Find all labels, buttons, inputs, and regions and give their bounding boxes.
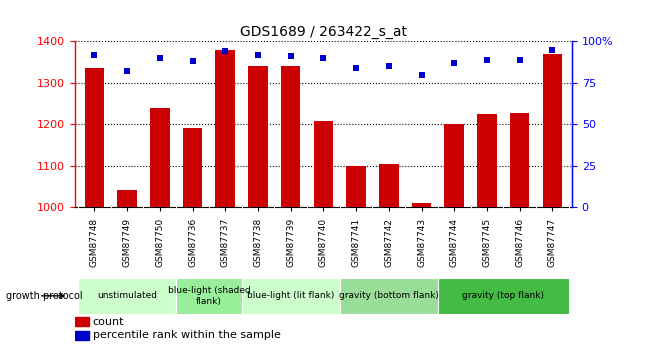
Bar bbox=[313, 121, 333, 207]
Bar bbox=[75, 317, 89, 326]
Text: GSM87750: GSM87750 bbox=[155, 218, 164, 267]
Bar bbox=[346, 166, 366, 207]
Bar bbox=[215, 50, 235, 207]
Text: GSM87749: GSM87749 bbox=[123, 218, 131, 267]
FancyBboxPatch shape bbox=[176, 278, 242, 314]
Text: GSM87741: GSM87741 bbox=[352, 218, 361, 267]
FancyBboxPatch shape bbox=[340, 278, 438, 314]
Bar bbox=[84, 68, 104, 207]
Text: growth protocol: growth protocol bbox=[6, 291, 83, 301]
Bar bbox=[379, 164, 398, 207]
Text: GSM87742: GSM87742 bbox=[384, 218, 393, 267]
Bar bbox=[543, 54, 562, 207]
Bar bbox=[117, 190, 137, 207]
Bar bbox=[150, 108, 170, 207]
FancyBboxPatch shape bbox=[242, 278, 340, 314]
Text: GSM87748: GSM87748 bbox=[90, 218, 99, 267]
FancyBboxPatch shape bbox=[438, 278, 569, 314]
Text: GSM87747: GSM87747 bbox=[548, 218, 557, 267]
Text: GSM87736: GSM87736 bbox=[188, 218, 197, 267]
FancyBboxPatch shape bbox=[78, 278, 176, 314]
Text: percentile rank within the sample: percentile rank within the sample bbox=[93, 331, 281, 341]
Text: GSM87746: GSM87746 bbox=[515, 218, 524, 267]
Bar bbox=[75, 331, 89, 340]
Bar bbox=[477, 114, 497, 207]
Text: GSM87739: GSM87739 bbox=[286, 218, 295, 267]
Text: gravity (bottom flank): gravity (bottom flank) bbox=[339, 291, 439, 300]
Bar bbox=[281, 66, 300, 207]
Text: count: count bbox=[93, 317, 124, 327]
Text: gravity (top flank): gravity (top flank) bbox=[462, 291, 544, 300]
Bar bbox=[445, 124, 464, 207]
Text: GSM87744: GSM87744 bbox=[450, 218, 459, 267]
Bar bbox=[510, 112, 530, 207]
Text: GSM87737: GSM87737 bbox=[221, 218, 229, 267]
Text: GSM87738: GSM87738 bbox=[254, 218, 263, 267]
Text: GSM87745: GSM87745 bbox=[482, 218, 491, 267]
Text: unstimulated: unstimulated bbox=[97, 291, 157, 300]
Bar bbox=[411, 203, 432, 207]
Text: blue-light (lit flank): blue-light (lit flank) bbox=[247, 291, 334, 300]
Text: GSM87740: GSM87740 bbox=[319, 218, 328, 267]
Bar bbox=[248, 66, 268, 207]
Bar bbox=[183, 128, 202, 207]
Text: GSM87743: GSM87743 bbox=[417, 218, 426, 267]
Text: blue-light (shaded
flank): blue-light (shaded flank) bbox=[168, 286, 250, 306]
Title: GDS1689 / 263422_s_at: GDS1689 / 263422_s_at bbox=[240, 25, 407, 39]
